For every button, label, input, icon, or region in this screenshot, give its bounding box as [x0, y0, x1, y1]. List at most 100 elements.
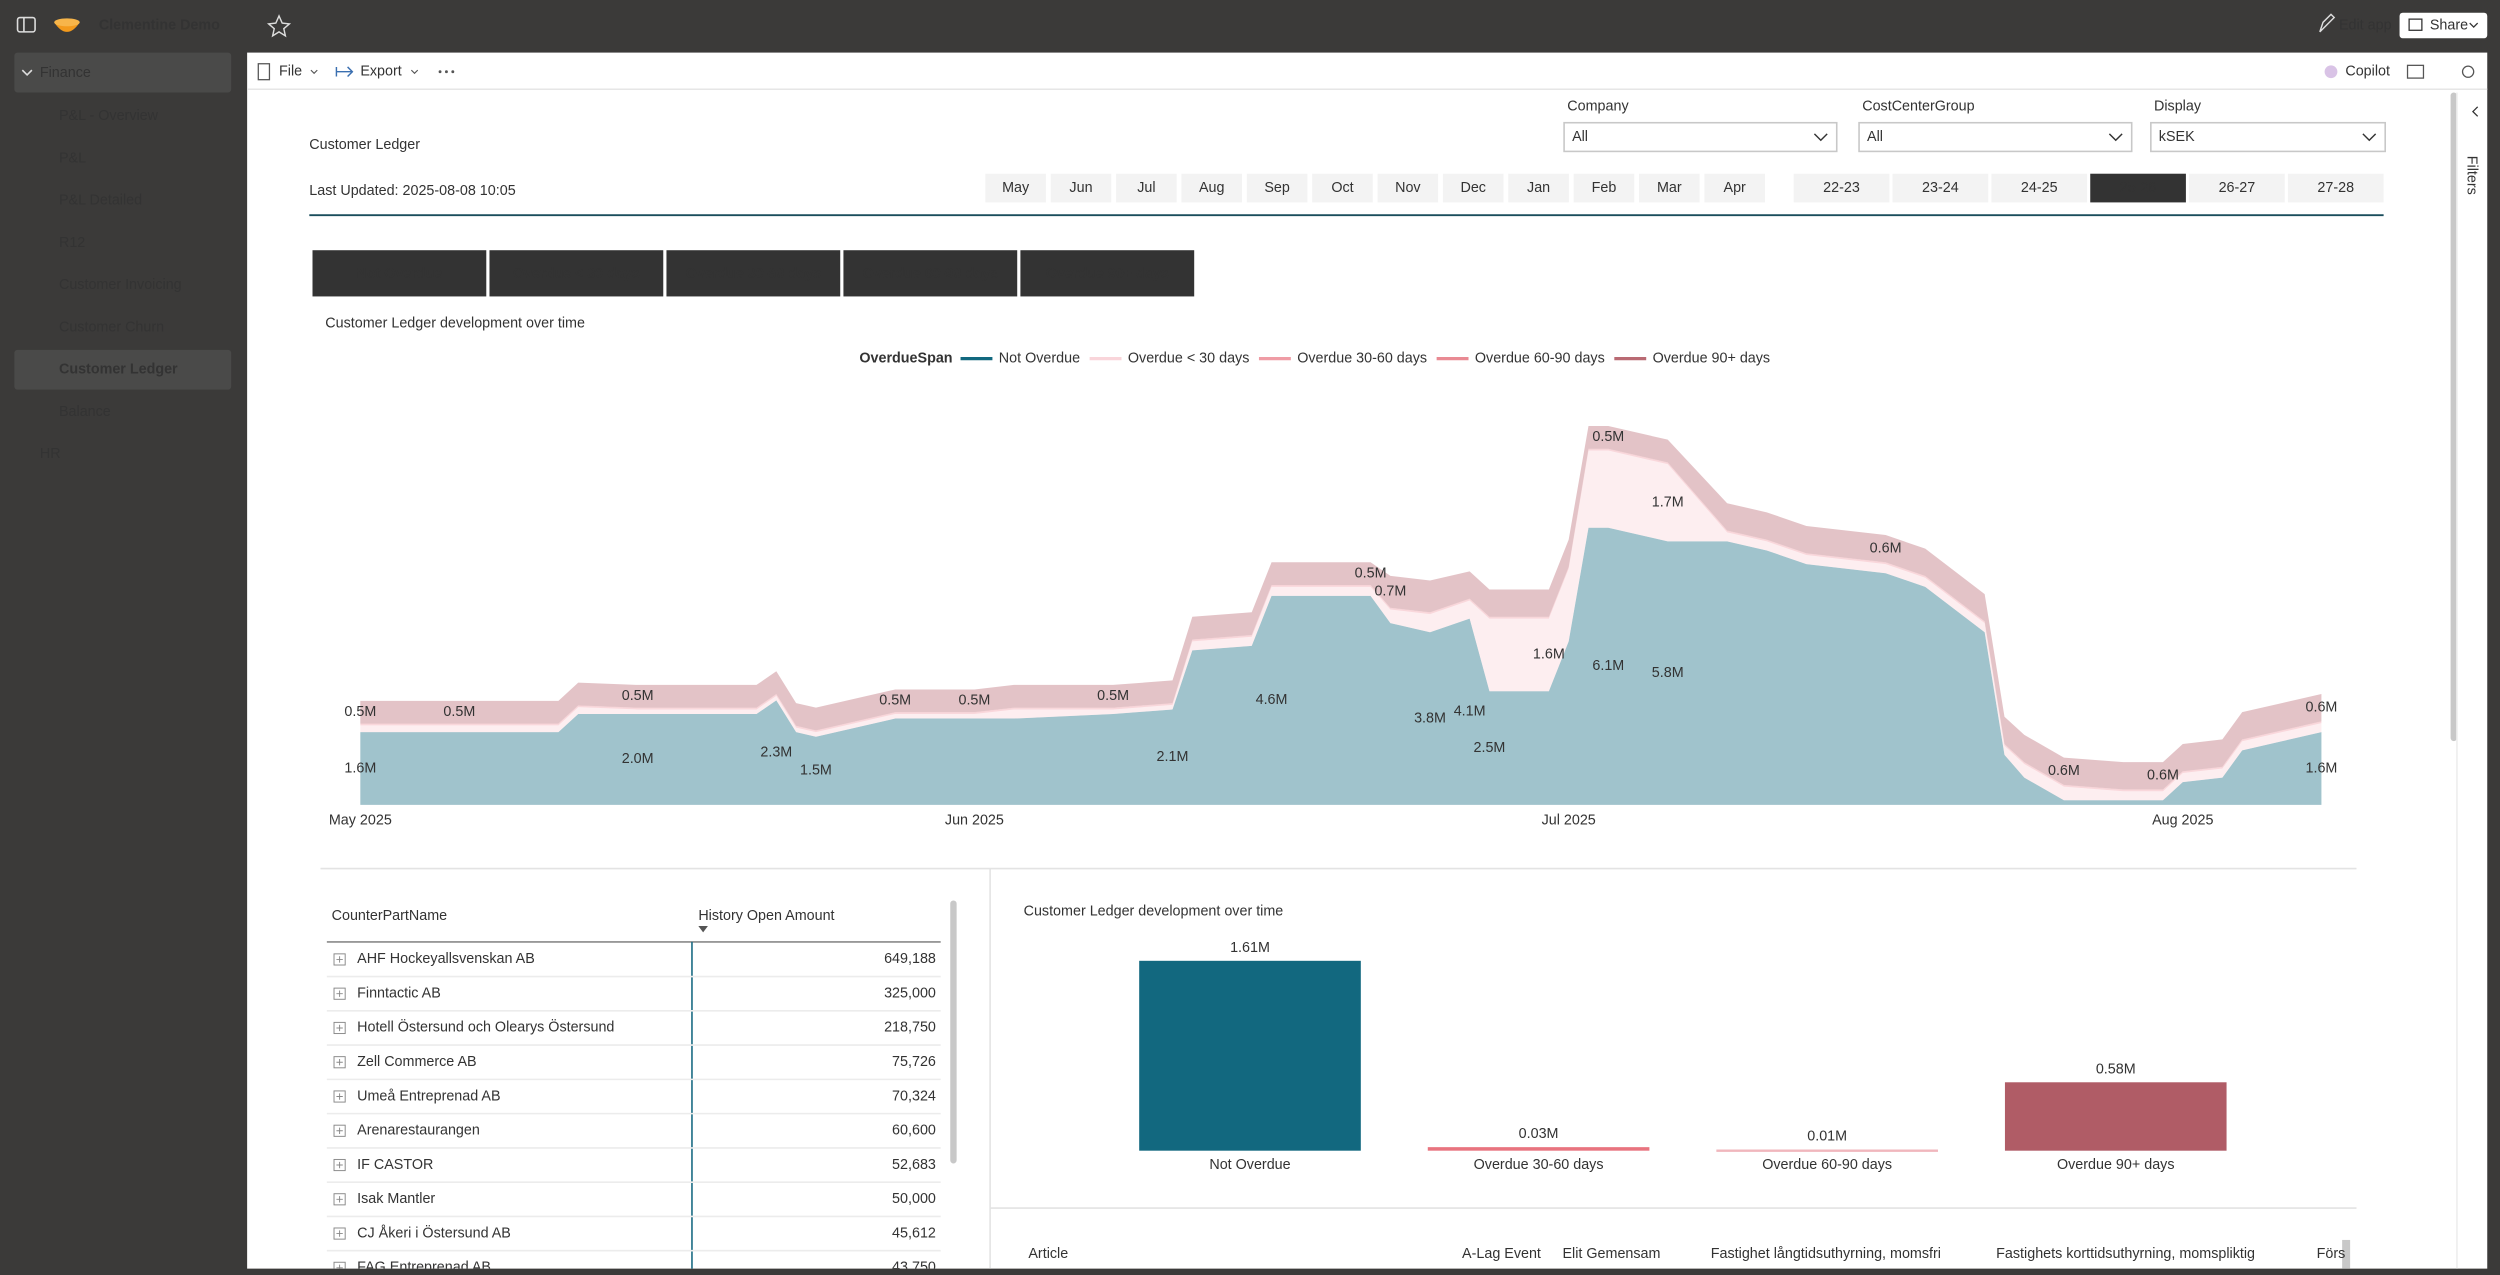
sort-indicator[interactable]: [698, 925, 708, 933]
data-label: 2.1M: [1157, 749, 1189, 765]
table-body: AHF Hockeyallsvenskan AB 649,188 Finntacti…: [326, 951, 941, 1273]
nav-item[interactable]: P&L Detailed: [59, 193, 142, 209]
month-button[interactable]: [1116, 173, 1177, 203]
nav-item[interactable]: HR: [40, 446, 61, 462]
expand-icon[interactable]: [333, 987, 346, 1000]
nav-item[interactable]: P&L - Overview: [59, 108, 159, 124]
data-label: 1.6M: [2305, 760, 2337, 776]
month-button[interactable]: [1246, 173, 1308, 203]
nav-selected: [14, 349, 232, 390]
table-cell: IF CASTOR: [357, 1157, 433, 1173]
expand-plus: [336, 1093, 343, 1100]
report-title: Customer Ledger: [309, 137, 420, 153]
data-label: 0.5M: [958, 693, 990, 709]
month-label: Feb: [1592, 180, 1617, 196]
month-button[interactable]: [1050, 173, 1112, 203]
overdue-button[interactable]: [666, 250, 841, 297]
page-scrollbar[interactable]: [2450, 92, 2457, 742]
overdue-button[interactable]: [843, 250, 1018, 297]
favorite-star[interactable]: [266, 14, 292, 38]
expand-icon[interactable]: [333, 1021, 346, 1035]
app-title: Clementine Demo: [99, 17, 220, 33]
month-label: Dec: [1460, 180, 1485, 196]
data-label: 1.6M: [344, 760, 376, 776]
expand-icon[interactable]: [333, 1261, 346, 1273]
legend-label: Not Overdue: [999, 350, 1080, 366]
toolbar-export[interactable]: Export: [360, 64, 401, 80]
expand-plus: [336, 956, 343, 963]
data-label: 2.5M: [1474, 740, 1506, 756]
month-button[interactable]: [1508, 173, 1569, 203]
filters-collapse: [2471, 106, 2479, 117]
fiscal-button[interactable]: [2287, 173, 2384, 203]
month-button[interactable]: [1704, 173, 1765, 203]
nav-item[interactable]: Customer Churn: [59, 319, 164, 335]
toolbar-file[interactable]: File: [279, 64, 302, 80]
data-label: 0.5M: [1097, 688, 1129, 704]
table-cell: 50,000: [892, 1191, 936, 1207]
data-label: 2.3M: [760, 744, 792, 760]
expand-icon[interactable]: [333, 1193, 346, 1206]
month-button[interactable]: [1639, 173, 1700, 203]
month-button[interactable]: [1181, 173, 1243, 203]
overdue-button-label: Overdue 90+ days: [1046, 266, 1169, 282]
fiscal-button[interactable]: [1793, 173, 1890, 203]
fiscal-button[interactable]: [1991, 173, 2088, 203]
edit-app[interactable]: Edit app: [2339, 17, 2392, 33]
filters-label[interactable]: Filters: [2464, 156, 2480, 195]
x-tick-label: Jun 2025: [945, 813, 1004, 829]
x-tick-label: Jul 2025: [1542, 813, 1596, 829]
data-label: 5.8M: [1652, 665, 1684, 681]
expand-icon[interactable]: [333, 1158, 346, 1172]
last-updated: Last Updated: 2025-08-08 10:05: [309, 183, 515, 199]
slicer-dropdown[interactable]: [1858, 121, 2133, 153]
data-label: 1.7M: [1652, 495, 1684, 511]
nav-item[interactable]: Customer Ledger: [59, 362, 178, 378]
table-scrollbar[interactable]: [950, 900, 957, 1164]
sidebar-toggle[interactable]: [16, 16, 36, 33]
expand-plus: [336, 1161, 343, 1169]
slicer-label: Company: [1567, 99, 1629, 115]
data-label: 0.5M: [1355, 565, 1387, 581]
fiscal-button[interactable]: [2090, 173, 2186, 203]
month-button[interactable]: [985, 173, 1046, 203]
slicer-dropdown[interactable]: [1563, 121, 1838, 153]
overdue-button[interactable]: [1020, 250, 1195, 297]
slicer-dropdown[interactable]: [2150, 121, 2387, 153]
month-button[interactable]: [1312, 173, 1373, 203]
fiscal-button[interactable]: [1892, 173, 1989, 203]
legend-label: Overdue 30-60 days: [1297, 350, 1427, 366]
table-cell: 70,324: [892, 1088, 936, 1104]
nav-item[interactable]: P&L: [59, 150, 86, 166]
legend-label: Overdue 90+ days: [1653, 350, 1771, 366]
expand-icon[interactable]: [333, 1090, 346, 1103]
overdue-button[interactable]: [489, 250, 664, 297]
table-cell: 52,683: [892, 1157, 936, 1173]
nav-group-bg: [14, 52, 232, 93]
article-scrollbar[interactable]: [2342, 1239, 2351, 1269]
month-button[interactable]: [1442, 173, 1504, 203]
nav-item[interactable]: R12: [59, 235, 85, 251]
slicer-value: kSEK: [2159, 129, 2195, 145]
app-logo-top: [54, 18, 80, 27]
data-label: 0.6M: [2048, 763, 2080, 779]
nav-item[interactable]: Customer Invoicing: [59, 277, 182, 293]
month-button[interactable]: [1573, 173, 1635, 203]
legend-label: Overdue 60-90 days: [1475, 350, 1605, 366]
expand-icon[interactable]: [333, 953, 346, 966]
data-label: 0.6M: [1870, 540, 1902, 556]
nav-item[interactable]: Balance: [59, 404, 111, 420]
table-cell: 649,188: [884, 951, 936, 967]
fiscal-button[interactable]: [2189, 173, 2285, 203]
expand-icon[interactable]: [333, 1056, 346, 1069]
edit-icon: [2319, 13, 2336, 33]
month-button[interactable]: [1377, 173, 1439, 203]
month-label: Apr: [1724, 180, 1747, 196]
slicer-chevron: [2362, 133, 2377, 142]
overdue-button[interactable]: [312, 250, 487, 297]
expand-icon[interactable]: [333, 1124, 346, 1137]
share-label: Share: [2430, 17, 2468, 33]
overdue-button-label: Not Overdue: [356, 266, 442, 282]
slicer-label: Display: [2154, 99, 2202, 115]
expand-icon[interactable]: [333, 1227, 346, 1240]
